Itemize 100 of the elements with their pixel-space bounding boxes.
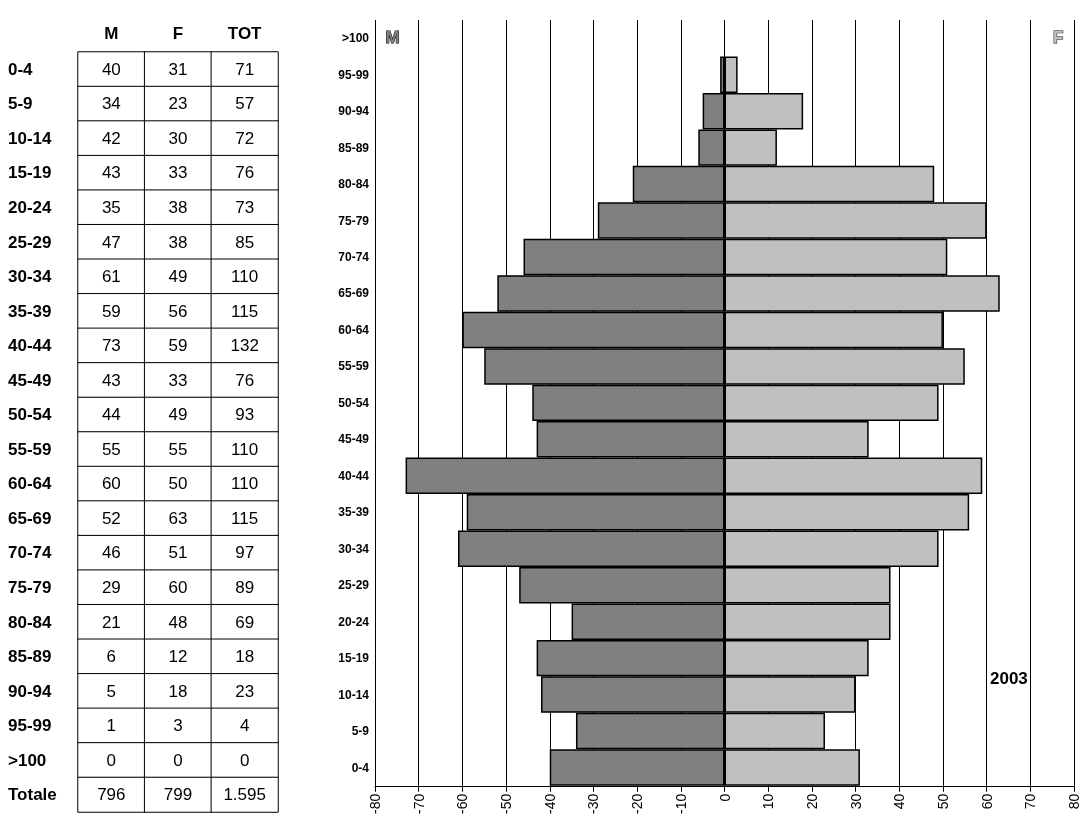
y-tick-label: 95-99 <box>338 67 370 82</box>
data-label: 50 <box>168 474 188 494</box>
y-tick-label: 65-69 <box>8 508 52 528</box>
data-label: 55 <box>101 439 121 459</box>
x-tick-label: M <box>104 24 119 43</box>
data-label: 33 <box>168 163 188 183</box>
x-tick-label: -30 <box>585 793 602 814</box>
data-label: 33 <box>168 370 188 390</box>
y-tick-label: >100 <box>8 750 47 770</box>
x-tick-label: -60 <box>454 793 471 814</box>
x-tick-label: TOT <box>227 24 263 43</box>
data-label: 59 <box>101 301 121 321</box>
x-tick-label: F <box>172 24 184 43</box>
x-tick-label: 30 <box>847 793 864 810</box>
data-label: 73 <box>101 336 121 356</box>
data-label: 0 <box>173 750 183 770</box>
y-tick-label: 85-89 <box>8 647 52 667</box>
data-label: 18 <box>235 647 255 667</box>
data-label: 43 <box>101 163 121 183</box>
y-tick-label: 0-4 <box>8 59 34 79</box>
data-label: 76 <box>235 370 255 390</box>
y-tick-label: 15-19 <box>8 163 52 183</box>
y-tick-label: 0-4 <box>351 760 370 775</box>
data-label: 115 <box>231 508 259 528</box>
data-label: 1.595 <box>223 785 266 805</box>
data-label: 12 <box>168 647 188 667</box>
y-tick-label: 45-49 <box>8 370 52 390</box>
y-tick-label: 70-74 <box>338 250 370 265</box>
y-tick-label: 10-14 <box>8 128 53 148</box>
data-label: 18 <box>168 681 188 701</box>
annotation: 2003 <box>990 669 1028 688</box>
x-tick-label: 0 <box>716 793 733 802</box>
y-tick-label: 55-59 <box>338 359 370 374</box>
data-label: 110 <box>231 474 259 494</box>
data-label: 1 <box>106 716 117 736</box>
y-tick-label: 90-94 <box>8 681 53 701</box>
x-tick-label: 10 <box>760 793 777 810</box>
data-label: 35 <box>101 197 121 217</box>
data-label: 52 <box>101 508 121 528</box>
data-label: 132 <box>230 336 259 356</box>
data-label: 23 <box>235 681 255 701</box>
data-label: 43 <box>101 370 121 390</box>
y-tick-label: 50-54 <box>8 405 53 425</box>
y-tick-label: 5-9 <box>8 94 33 114</box>
y-tick-label: 80-84 <box>8 612 53 632</box>
y-tick-label: 30-34 <box>338 541 370 556</box>
y-tick-label: 60-64 <box>8 474 53 494</box>
y-tick-label: 5-9 <box>351 724 370 739</box>
x-tick-label: -50 <box>498 793 515 814</box>
x-tick-label: 40 <box>891 793 908 810</box>
data-label: 46 <box>101 543 121 563</box>
data-label: 56 <box>168 301 188 321</box>
y-tick-label: 40-44 <box>8 336 53 356</box>
x-tick-label: -40 <box>541 793 558 814</box>
y-tick-label: 75-79 <box>8 577 52 597</box>
data-label: 44 <box>101 405 121 425</box>
data-label: 110 <box>231 267 259 287</box>
y-tick-label: 60-64 <box>338 322 370 337</box>
y-tick-label: 20-24 <box>8 197 53 217</box>
y-tick-label: 35-39 <box>338 505 370 520</box>
y-tick-label: 50-54 <box>338 395 370 410</box>
data-label: 63 <box>168 508 188 528</box>
data-label: 48 <box>168 612 188 632</box>
data-label: 55 <box>168 439 188 459</box>
y-tick-label: 70-74 <box>8 543 53 563</box>
y-tick-label: 40-44 <box>338 468 370 483</box>
data-label: 72 <box>235 128 255 148</box>
data-label: 40 <box>101 59 121 79</box>
y-tick-label: 90-94 <box>338 104 370 119</box>
x-tick-label: -70 <box>410 793 427 814</box>
y-tick-label: 85-89 <box>338 140 370 155</box>
y-tick-label: 10-14 <box>338 687 370 702</box>
data-label: 93 <box>235 405 255 425</box>
data-label: 110 <box>231 439 259 459</box>
y-tick-label: 75-79 <box>338 213 370 228</box>
x-tick-label: 50 <box>934 793 951 810</box>
y-tick-label: Totale <box>8 785 57 805</box>
data-label: 57 <box>235 94 255 114</box>
data-label: 60 <box>101 474 121 494</box>
data-label: 60 <box>168 577 188 597</box>
data-label: 4 <box>239 716 250 736</box>
data-label: 49 <box>168 267 188 287</box>
data-label: 85 <box>235 232 255 252</box>
y-tick-label: 15-19 <box>338 651 370 666</box>
data-label: 42 <box>101 128 121 148</box>
y-tick-label: 25-29 <box>8 232 52 252</box>
y-tick-label: 30-34 <box>8 267 53 287</box>
x-tick-label: -20 <box>629 793 646 814</box>
y-tick-label: 95-99 <box>8 716 52 736</box>
data-label: 29 <box>101 577 121 597</box>
data-label: 38 <box>168 232 188 252</box>
y-tick-label: 45-49 <box>338 432 370 447</box>
data-label: 21 <box>101 612 121 632</box>
data-label: 89 <box>235 577 255 597</box>
y-tick-label: 25-29 <box>338 578 370 593</box>
data-label: 30 <box>168 128 188 148</box>
data-label: 0 <box>239 750 250 770</box>
y-tick-label: 55-59 <box>8 439 52 459</box>
data-label: 61 <box>101 267 121 287</box>
data-label: 59 <box>168 336 188 356</box>
